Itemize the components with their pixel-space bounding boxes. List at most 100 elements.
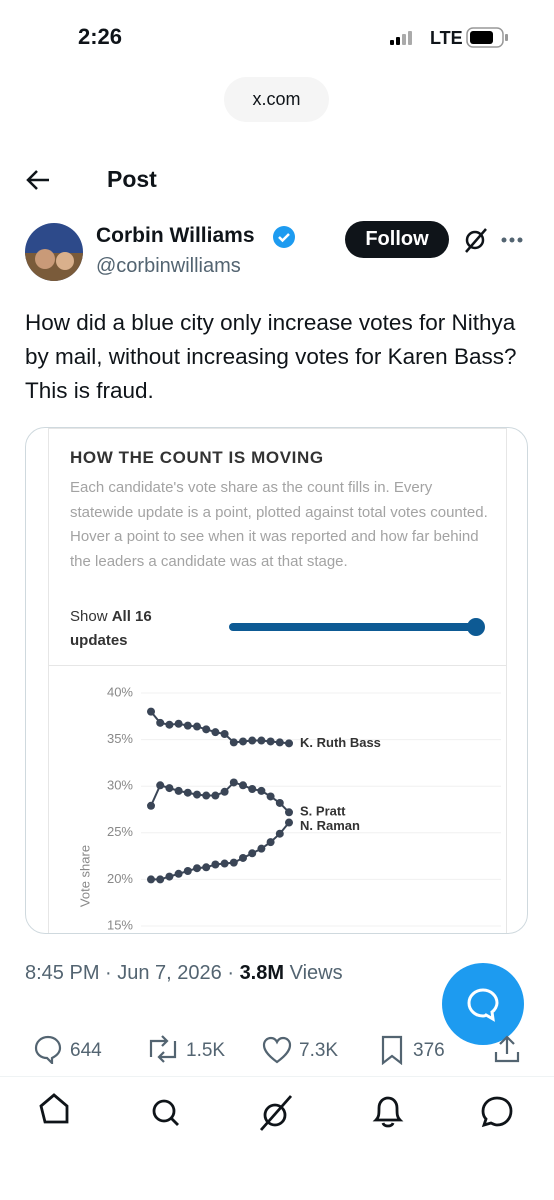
data-point <box>229 858 238 867</box>
follow-button[interactable]: Follow <box>345 221 449 258</box>
card-frame <box>48 428 507 933</box>
y-tick-label: 30% <box>107 778 133 793</box>
post-card[interactable]: HOW THE COUNT IS MOVING Each candidate's… <box>25 427 528 934</box>
data-point <box>183 788 192 797</box>
series-line <box>150 711 290 745</box>
timestamp: 8:45 PM · Jun 7, 2026 · <box>25 962 240 984</box>
url-pill[interactable]: x.com <box>224 77 329 122</box>
y-tick-label: 40% <box>107 684 133 699</box>
data-point <box>266 737 275 746</box>
notifications-tab[interactable] <box>372 1096 404 1128</box>
views-count: 3.8M <box>239 962 285 984</box>
series-label: K. Ruth Bass <box>300 735 381 750</box>
y-tick-label: 25% <box>107 824 133 839</box>
data-point <box>229 778 238 787</box>
data-point <box>239 853 247 862</box>
data-point <box>193 722 201 731</box>
data-point <box>156 781 165 790</box>
data-point <box>285 739 293 748</box>
grok-tab[interactable] <box>259 1095 293 1131</box>
data-point <box>156 875 165 884</box>
data-point <box>239 781 247 790</box>
data-point <box>285 818 293 827</box>
share-icon[interactable] <box>493 1034 521 1064</box>
like-icon[interactable] <box>262 1036 292 1064</box>
show-value[interactable]: All 16 updates <box>70 608 152 649</box>
data-point <box>257 786 266 795</box>
data-point <box>220 730 229 739</box>
data-point <box>165 720 174 729</box>
data-point <box>220 787 229 796</box>
data-point <box>239 737 247 746</box>
data-point <box>202 863 211 872</box>
post-meta: 8:45 PM · Jun 7, 2026 · 3.8M Views <box>25 962 343 985</box>
divider <box>49 665 506 666</box>
y-axis-label: Vote share <box>77 845 92 907</box>
series-label: N. Raman <box>300 818 360 833</box>
more-button[interactable] <box>500 236 526 244</box>
bookmark-icon[interactable] <box>380 1035 404 1065</box>
header-title: Post <box>107 166 157 192</box>
back-button[interactable] <box>24 166 52 194</box>
data-point <box>174 719 183 728</box>
y-tick-label: 15% <box>107 917 133 932</box>
search-tab[interactable] <box>152 1099 179 1126</box>
series-line <box>150 781 290 813</box>
reply-icon[interactable] <box>33 1034 63 1064</box>
data-point <box>211 791 220 800</box>
data-point <box>193 790 201 799</box>
series-label: S. Pratt <box>300 804 346 819</box>
post-text: How did a blue city only increase votes … <box>25 310 517 403</box>
data-point <box>183 721 192 730</box>
reply-count: 644 <box>70 1040 102 1061</box>
data-point <box>275 738 284 747</box>
data-point <box>183 867 192 876</box>
data-point <box>174 869 183 878</box>
signal-icon <box>390 31 412 45</box>
data-point <box>174 786 183 795</box>
data-point <box>211 728 220 737</box>
series-line <box>151 821 290 881</box>
data-point <box>211 860 220 869</box>
y-tick-label: 35% <box>107 731 133 746</box>
data-point <box>202 725 211 734</box>
repost-count: 1.5K <box>186 1040 226 1061</box>
y-tick-label: 20% <box>107 871 133 886</box>
data-point <box>266 838 275 847</box>
grok-icon[interactable] <box>462 226 490 254</box>
data-point <box>248 784 257 793</box>
data-point <box>165 784 174 793</box>
repost-icon[interactable] <box>146 1035 180 1063</box>
author-handle[interactable]: @corbinwilliams <box>96 255 241 277</box>
compose-button[interactable] <box>442 963 524 1045</box>
data-point <box>257 736 266 745</box>
like-count: 7.3K <box>299 1040 339 1061</box>
data-point <box>248 736 257 745</box>
status-time: 2:26 <box>78 24 123 49</box>
data-point <box>257 844 266 853</box>
bookmark-count: 376 <box>413 1040 445 1061</box>
data-point <box>156 718 165 727</box>
messages-tab[interactable] <box>481 1096 513 1128</box>
home-tab[interactable] <box>39 1093 69 1124</box>
data-point <box>193 864 201 873</box>
author-name[interactable]: Corbin Williams <box>96 224 255 247</box>
avatar[interactable] <box>25 223 83 281</box>
battery-icon <box>466 27 508 48</box>
verified-badge <box>273 226 295 248</box>
card-description: Each candidate's vote share as the count… <box>70 479 488 570</box>
show-label: Show <box>70 608 108 625</box>
tab-bar <box>39 1093 513 1131</box>
tab-divider <box>0 1076 554 1077</box>
slider-knob[interactable] <box>467 618 485 636</box>
data-point <box>266 792 275 801</box>
network-label: LTE <box>430 28 463 48</box>
show-control: Show All 16 updates <box>70 605 170 653</box>
card-title: HOW THE COUNT IS MOVING <box>70 448 324 467</box>
views-label: Views <box>289 962 343 984</box>
data-point <box>248 849 257 858</box>
data-point <box>220 859 229 868</box>
data-point <box>275 829 284 838</box>
data-point <box>285 808 293 817</box>
